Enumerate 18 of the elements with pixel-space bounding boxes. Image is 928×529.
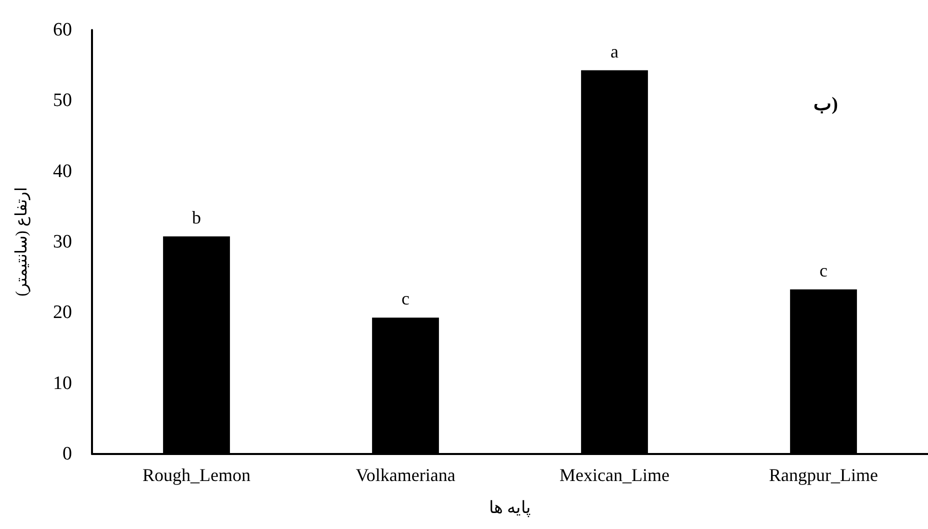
y-tick-label: 30: [53, 232, 72, 252]
x-axis-title: پایه ها: [488, 498, 532, 518]
annotation: ب): [814, 94, 838, 115]
y-axis-title: ارتفاع (سانتیمتر): [14, 188, 30, 296]
y-tick-label: 10: [53, 372, 72, 394]
x-tick-label: Rangpur_Lime: [769, 465, 878, 485]
data-label: b: [192, 207, 201, 228]
x-tick-label: Mexican_Lime: [560, 465, 670, 485]
data-label: c: [402, 288, 410, 309]
y-tick-label: 50: [53, 90, 72, 112]
y-tick-label: 40: [53, 160, 72, 182]
data-label: c: [820, 260, 828, 280]
y-tick-label: 60: [53, 20, 72, 40]
y-tick-label: 20: [53, 302, 72, 324]
y-tick-label: 0: [62, 444, 72, 464]
x-tick-label: Rough_Lemon: [142, 465, 250, 485]
x-tick-label: Volkameriana: [356, 465, 456, 485]
data-label: a: [610, 41, 618, 62]
